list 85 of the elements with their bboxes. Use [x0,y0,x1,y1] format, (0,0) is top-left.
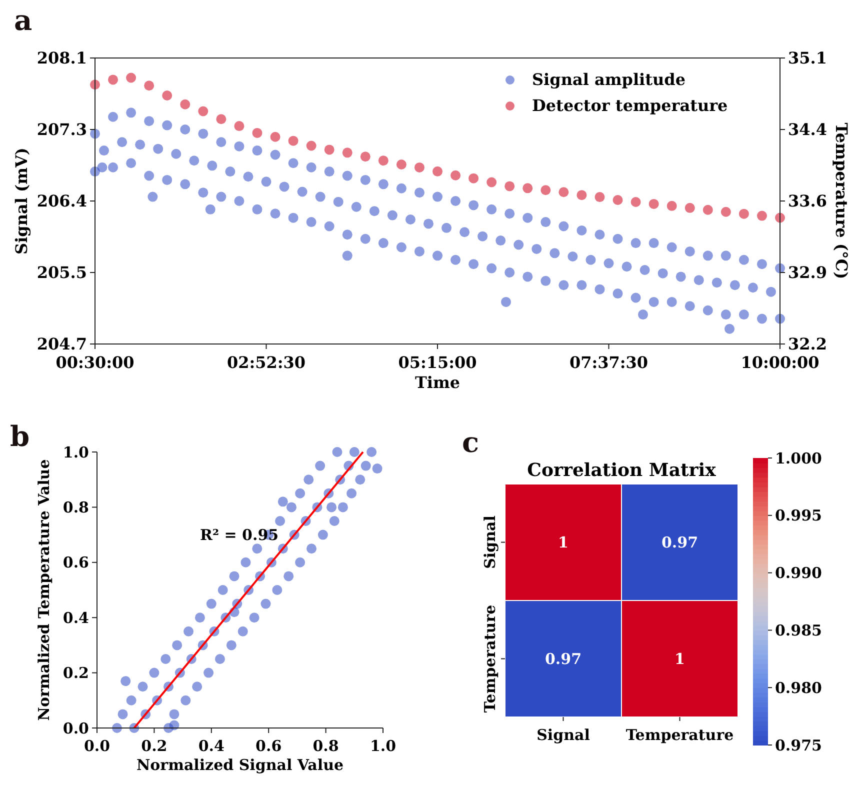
point [162,90,172,100]
color-bar-label: 0.980 [775,678,822,697]
annotation: R² = 0.95 [200,526,279,544]
point [648,198,659,209]
point [738,208,749,219]
y2-tick-label: 32.9 [788,263,827,282]
point [540,185,551,196]
point [558,187,569,198]
y2-tick-label: 33.6 [788,192,827,211]
point [342,148,352,158]
point [504,181,515,192]
y-tick-label: 208.1 [36,48,87,68]
point [126,72,136,83]
data-label: 1 [674,650,685,668]
y2-tick-label: 35.1 [788,48,827,68]
point [108,74,118,85]
point [378,156,388,166]
data-label: 0.97 [661,534,698,552]
x-tick-label: 0.2 [141,737,168,755]
point [612,195,623,206]
point [252,128,262,138]
data-label: 0.97 [544,650,582,668]
y-tick-label: 204.7 [36,334,87,354]
point [468,173,479,184]
x-tick-label: 0.0 [84,737,110,755]
x-tick-label: 1.0 [370,737,396,755]
point [630,196,641,207]
x-tick-label: 10:00:00 [740,353,820,372]
y-tick-label: 0.8 [62,498,89,516]
point [702,204,713,215]
text: b [10,420,30,453]
color-bar-label: 1.000 [775,449,822,468]
point [720,206,731,217]
color-bar-label: 0.995 [775,506,822,525]
point [486,177,497,188]
point [414,162,424,172]
x-tick-label: 07:37:30 [569,353,648,372]
y-tick-label: 206.4 [36,192,87,211]
point [144,80,154,91]
point [432,166,442,176]
point [684,202,695,213]
point [216,114,226,124]
point [306,140,316,151]
text: c [462,426,480,459]
x-tick-label: 0.6 [256,737,282,755]
x-tick-label: 05:15:00 [398,353,477,372]
y-tick-label: 1.0 [62,443,89,462]
point [576,190,587,200]
x-tick-label: 00:30:00 [56,353,134,372]
color-bar-label: 0.975 [775,736,822,754]
point [198,106,208,116]
point [450,170,461,180]
point [180,99,190,110]
x-axis-title: Time [414,373,460,392]
x-tick-label: 0.8 [312,737,339,755]
point [522,183,533,194]
y2-tick-label: 34.4 [788,120,827,140]
point [594,192,605,202]
point [666,200,677,211]
x-tick-label: 0.4 [198,737,224,755]
point [234,121,244,132]
point [288,136,298,146]
legend-label: Signal amplitude [532,70,686,89]
color-bar-label: 0.985 [775,621,822,640]
y-axis-title: Signal (mV) [12,148,31,254]
text: a [14,4,32,37]
y-tick-label: 205.5 [36,263,87,282]
y-tick-label: 207.3 [36,120,87,140]
point [360,152,370,162]
chart-title: Correlation Matrix [527,460,716,481]
x-axis-title: Normalized Signal Value [136,756,344,774]
point [324,144,334,155]
y-tick-label: 0.6 [62,554,89,572]
x-tick-label: 02:52:30 [226,353,306,372]
y2-tick-label: 32.2 [788,334,827,354]
y-axis-title: Normalized Temperature Value [35,459,53,721]
point [756,210,767,221]
y2-axis-title: Temperature (°C) [832,122,851,280]
data-label: 1 [558,534,568,552]
y-tick-label: 0.2 [62,664,89,682]
point [396,160,406,170]
y-tick-label: 0.4 [62,608,89,627]
point [270,132,280,142]
legend-label: Detector temperature [532,96,728,115]
color-bar-label: 0.990 [775,564,822,582]
